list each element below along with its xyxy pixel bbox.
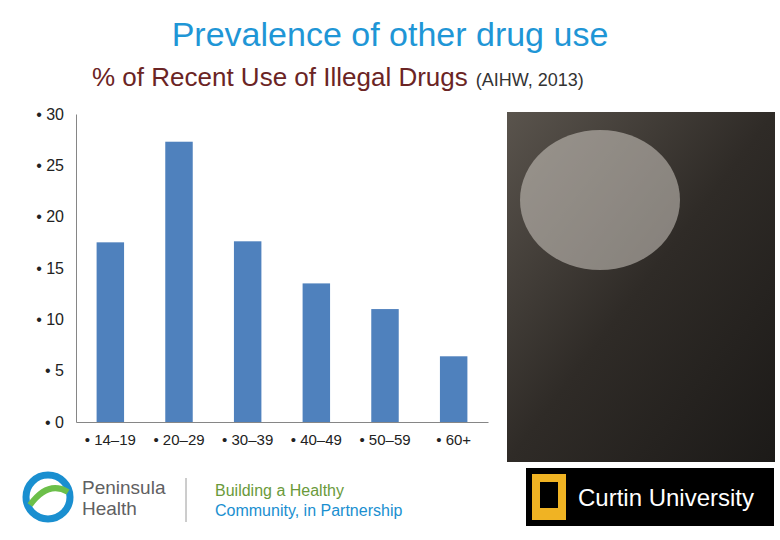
- photo-detail: [520, 130, 680, 270]
- x-tick: • 40–49: [291, 422, 342, 448]
- x-tick-label: • 20–29: [153, 431, 204, 448]
- x-axis: • 14–19 • 20–29 • 30–39 • 40–49 • 50–59 • 60+: [77, 422, 489, 448]
- bar: [371, 309, 398, 422]
- x-tick: • 30–39: [222, 422, 273, 448]
- y-tick-label: • 25: [36, 157, 64, 174]
- tagline-text: Community, in Partnership: [215, 502, 402, 519]
- photo: [507, 112, 775, 462]
- subtitle: % of Recent Use of Illegal Drugs: [92, 62, 468, 92]
- x-tick: • 60+: [436, 422, 471, 448]
- bar: [165, 142, 192, 422]
- x-tick-label: • 14–19: [85, 431, 136, 448]
- bar: [97, 242, 124, 422]
- slide: Prevalence of other drug use % of Recent …: [0, 0, 780, 540]
- y-tick-label: • 10: [36, 311, 64, 328]
- right-logo: Curtin University: [526, 468, 774, 526]
- logo-divider: [186, 478, 187, 522]
- y-tick: • 30: [36, 106, 76, 123]
- right-logo-emblem: [532, 474, 566, 520]
- x-tick: • 20–29: [153, 422, 204, 448]
- bars: [97, 142, 468, 422]
- left-logo: PeninsulaHealth Building a Healthy Communi…: [26, 475, 402, 522]
- logo-ring: [26, 475, 70, 519]
- y-tick: • 0: [45, 414, 76, 431]
- y-tick-label: • 30: [36, 106, 64, 123]
- y-axis: • 0 • 5 • 10 • 15 • 20 • 25 • 30: [36, 106, 76, 431]
- x-tick-label: • 50–59: [359, 431, 410, 448]
- y-tick-label: • 0: [45, 414, 64, 431]
- subtitle-line: % of Recent Use of Illegal Drugs (AIHW, 2…: [92, 62, 584, 92]
- source: (AIHW, 2013): [476, 70, 584, 90]
- bar: [440, 356, 467, 422]
- bar: [234, 241, 261, 422]
- y-tick-label: • 15: [36, 260, 64, 277]
- tagline-text: Building a Healthy: [215, 482, 344, 499]
- x-tick-label: • 40–49: [291, 431, 342, 448]
- y-tick-label: • 5: [45, 362, 64, 379]
- y-tick-label: • 20: [36, 208, 64, 225]
- x-tick: • 50–59: [359, 422, 410, 448]
- x-tick-label: • 30–39: [222, 431, 273, 448]
- right-logo-emblem-inner: [540, 482, 558, 508]
- left-logo-text: Health: [82, 498, 137, 519]
- y-axis-line: [76, 115, 77, 423]
- x-tick: • 14–19: [85, 422, 136, 448]
- logo-swoosh: [30, 488, 68, 505]
- bar: [303, 283, 330, 422]
- y-tick: • 15: [36, 260, 76, 277]
- x-axis-line: [77, 422, 489, 423]
- title: Prevalence of other drug use: [172, 15, 609, 53]
- y-tick: • 20: [36, 208, 76, 225]
- right-logo-box: [526, 468, 774, 526]
- y-tick: • 25: [36, 157, 76, 174]
- y-tick: • 10: [36, 311, 76, 328]
- left-logo-text: Peninsula: [82, 477, 166, 498]
- x-tick-label: • 60+: [436, 431, 471, 448]
- right-logo-text: Curtin University: [578, 484, 754, 511]
- y-tick: • 5: [45, 362, 76, 379]
